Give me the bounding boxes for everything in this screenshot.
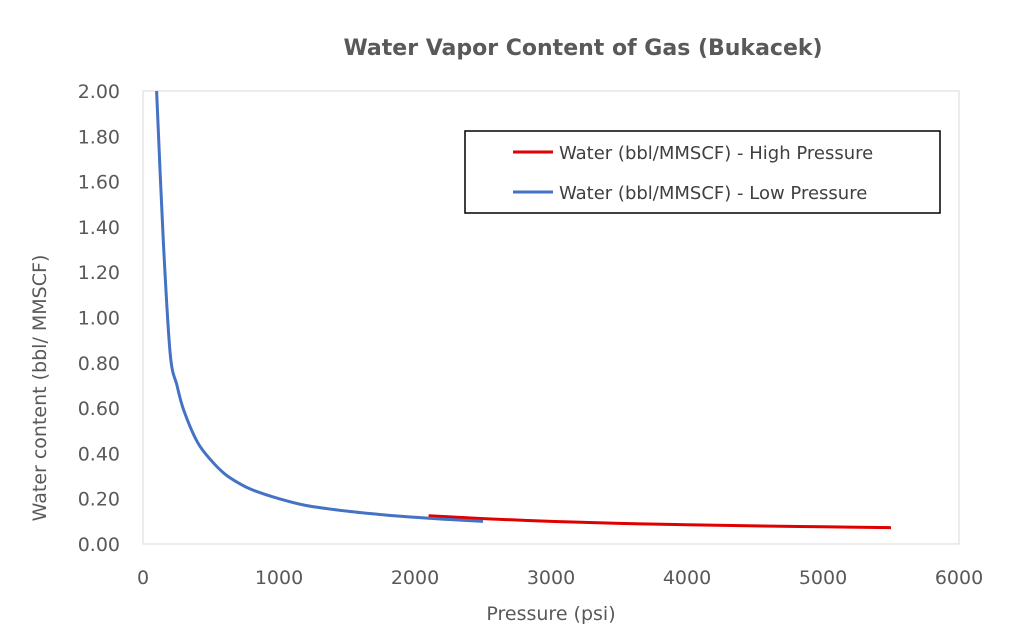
series-line-high-pressure — [428, 514, 892, 530]
y-tick-label: 1.40 — [78, 217, 120, 239]
y-tick-label: 1.80 — [78, 126, 120, 148]
y-tick-label: 0.60 — [78, 398, 120, 420]
y-tick-label: 0.20 — [78, 489, 120, 511]
legend: Water (bbl/MMSCF) - High Pressure Water … — [464, 130, 941, 214]
x-tick-label: 5000 — [799, 567, 847, 589]
x-tick-label: 2000 — [391, 567, 439, 589]
plot-area — [142, 90, 960, 545]
series-line-low-pressure — [155, 90, 484, 523]
x-tick-label: 4000 — [663, 567, 711, 589]
legend-box — [464, 130, 941, 214]
legend-label-low-pressure: Water (bbl/MMSCF) - Low Pressure — [559, 183, 867, 204]
y-axis-label: Water content (bbl/ MMSCF) — [29, 255, 51, 522]
y-tick-label: 1.60 — [78, 172, 120, 194]
x-axis-ticks: 0 1000 2000 3000 4000 5000 6000 — [137, 567, 983, 589]
y-tick-label: 1.20 — [78, 262, 120, 284]
y-tick-label: 0.40 — [78, 443, 120, 465]
x-tick-label: 0 — [137, 567, 149, 589]
y-tick-label: 0.80 — [78, 353, 120, 375]
y-tick-label: 0.00 — [78, 534, 120, 556]
chart-title: Water Vapor Content of Gas (Bukacek) — [343, 36, 822, 61]
y-tick-label: 1.00 — [78, 308, 120, 330]
x-axis-label: Pressure (psi) — [486, 603, 615, 625]
x-tick-label: 1000 — [255, 567, 303, 589]
x-tick-label: 3000 — [527, 567, 575, 589]
x-tick-label: 6000 — [935, 567, 983, 589]
y-axis-ticks: 0.00 0.20 0.40 0.60 0.80 1.00 1.20 1.40 1.60 1.80… — [78, 81, 120, 556]
legend-label-high-pressure: Water (bbl/MMSCF) - High Pressure — [559, 143, 873, 164]
series-layer — [155, 90, 892, 530]
y-tick-label: 2.00 — [78, 81, 120, 103]
